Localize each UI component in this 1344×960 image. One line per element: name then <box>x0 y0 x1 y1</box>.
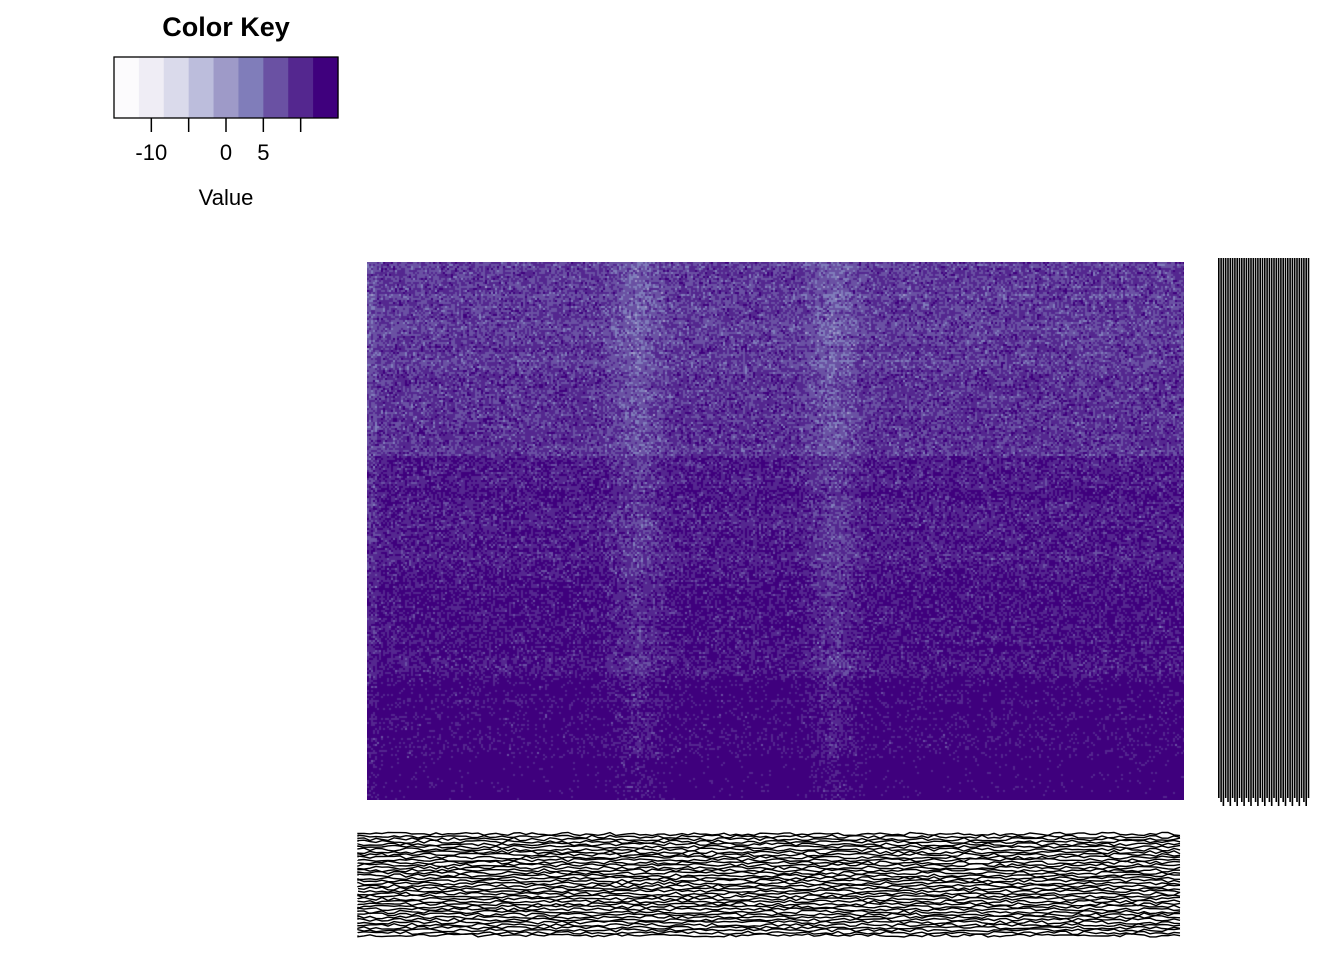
column-label <box>357 855 1181 860</box>
color-key-swatch <box>213 57 240 118</box>
row-label <box>1224 258 1227 798</box>
row-label <box>1296 258 1298 802</box>
color-key-tick-label: 0 <box>220 140 232 165</box>
color-key-swatch <box>114 57 140 118</box>
row-label <box>1250 258 1252 806</box>
column-label <box>357 831 1181 837</box>
row-label <box>1303 258 1305 802</box>
row-label <box>1273 258 1275 798</box>
column-label <box>357 894 1181 899</box>
column-label <box>357 927 1181 933</box>
row-label <box>1227 258 1229 802</box>
row-label <box>1220 258 1222 802</box>
heatmap-cells <box>367 262 1184 800</box>
column-label <box>357 925 1181 930</box>
column-label <box>357 870 1181 876</box>
color-key-swatch <box>188 57 215 118</box>
row-label <box>1238 258 1241 798</box>
color-key-swatch <box>238 57 264 118</box>
row-label <box>1264 258 1266 806</box>
column-label <box>357 839 1181 845</box>
row-label <box>1268 258 1271 802</box>
row-label <box>1222 258 1225 806</box>
color-key-tick-label: -10 <box>135 140 167 165</box>
row-label <box>1252 258 1255 798</box>
row-label <box>1287 258 1289 798</box>
row-label <box>1305 258 1307 806</box>
color-key: -10 0 5 <box>113 56 339 165</box>
row-label <box>1300 258 1303 798</box>
column-label <box>357 862 1181 868</box>
row-label <box>1280 258 1282 798</box>
row-label <box>1282 258 1284 802</box>
row-label <box>1275 258 1278 802</box>
row-label <box>1277 258 1280 806</box>
column-label <box>357 852 1181 858</box>
column-label <box>357 881 1181 886</box>
row-label <box>1291 258 1294 806</box>
column-label <box>357 904 1181 910</box>
color-key-swatch <box>288 57 314 118</box>
row-label <box>1245 258 1248 798</box>
column-label <box>357 868 1181 873</box>
row-label <box>1254 258 1257 802</box>
column-label <box>357 891 1181 897</box>
column-label <box>357 860 1181 865</box>
row-label <box>1261 258 1264 802</box>
column-label <box>357 873 1181 878</box>
column-label <box>357 844 1181 850</box>
column-label <box>357 899 1181 904</box>
row-label <box>1298 258 1301 806</box>
column-label <box>357 917 1181 923</box>
color-key-swatch <box>138 57 165 118</box>
row-labels <box>1218 258 1310 806</box>
row-label <box>1289 258 1291 802</box>
row-label <box>1259 258 1261 798</box>
row-label <box>1307 258 1310 798</box>
color-key-tick-label: 5 <box>257 140 269 165</box>
column-label <box>357 847 1181 852</box>
column-labels <box>357 831 1181 938</box>
column-label <box>357 933 1181 938</box>
row-label <box>1247 258 1250 802</box>
row-label <box>1234 258 1236 802</box>
column-label <box>357 857 1181 863</box>
row-label <box>1284 258 1287 806</box>
row-label <box>1236 258 1238 806</box>
row-label <box>1293 258 1296 798</box>
row-label <box>1218 258 1220 798</box>
column-label <box>357 922 1181 928</box>
row-label <box>1241 258 1243 802</box>
column-label <box>357 875 1181 881</box>
color-key-title: Color Key <box>162 12 290 42</box>
column-label <box>357 896 1181 902</box>
column-label <box>357 909 1181 915</box>
column-label <box>357 920 1181 925</box>
column-label <box>357 878 1181 884</box>
row-label <box>1231 258 1234 798</box>
row-label <box>1229 258 1232 806</box>
column-label <box>357 888 1181 894</box>
column-label <box>357 883 1181 889</box>
column-label <box>357 849 1181 855</box>
color-key-swatch <box>313 57 339 118</box>
color-key-swatch <box>263 57 289 118</box>
column-label <box>357 834 1181 839</box>
column-label <box>357 914 1181 920</box>
row-label <box>1243 258 1245 806</box>
color-key-swatch <box>163 57 190 118</box>
column-label <box>357 912 1180 917</box>
column-label <box>357 886 1181 891</box>
row-label <box>1266 258 1268 798</box>
color-key-axis-label: Value <box>198 185 254 210</box>
column-label <box>357 842 1181 847</box>
column-label <box>357 901 1181 907</box>
row-label <box>1257 258 1259 806</box>
column-label <box>357 836 1181 842</box>
row-label <box>1270 258 1273 806</box>
